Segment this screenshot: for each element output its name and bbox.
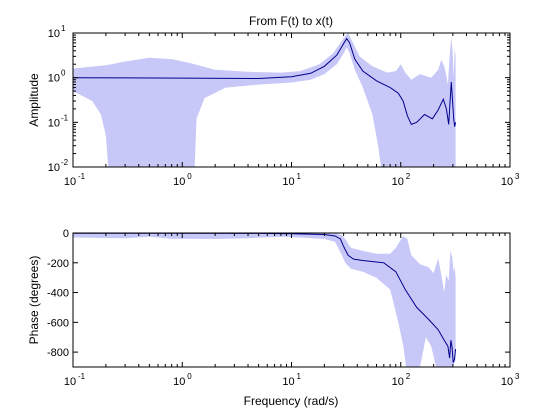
amplitude-x-tick-label: 10 — [282, 176, 294, 188]
amplitude-x-tick-label: 10 — [173, 176, 185, 188]
amplitude-x-tick-exponent: -1 — [78, 172, 86, 181]
amplitude-x-tick-exponent: 1 — [297, 172, 302, 181]
amplitude-x-tick-label: 10 — [392, 176, 404, 188]
amplitude-y-tick-label: 10 — [48, 28, 60, 40]
phase-x-tick-exponent: 0 — [187, 372, 192, 381]
chart-title: From F(t) to x(t) — [249, 14, 333, 28]
phase-y-axis-label: Phase (degrees) — [27, 256, 41, 345]
phase-x-tick-exponent: -1 — [78, 372, 86, 381]
amplitude-y-tick-label: 10 — [48, 73, 60, 85]
amplitude-y-tick-label: 10 — [48, 162, 60, 174]
phase-axis-ticks: 10 -1 10 0 10 1 10 2 10 30-200-400-600-800 — [47, 228, 520, 388]
amplitude-plot: 10 -1 10 0 10 1 10 2 10 310 -210 -110 010 1 Amplitude — [27, 24, 520, 188]
amplitude-x-tick-exponent: 0 — [187, 172, 192, 181]
phase-x-tick-exponent: 3 — [515, 372, 520, 381]
amplitude-y-tick-exponent: 1 — [61, 24, 66, 33]
amplitude-estimate-line — [72, 37, 457, 127]
amplitude-x-tick-label: 10 — [501, 176, 513, 188]
amplitude-axis-ticks: 10 -1 10 0 10 1 10 2 10 310 -210 -110 010 1 — [48, 24, 520, 188]
phase-plot: 10 -1 10 0 10 1 10 2 10 30-200-400-600-800 Phase … — [27, 228, 520, 388]
amplitude-x-tick-label: 10 — [64, 176, 76, 188]
phase-y-tick-label: -200 — [47, 258, 69, 270]
amplitude-x-tick-exponent: 3 — [515, 172, 520, 181]
phase-y-tick-label: -600 — [47, 317, 69, 329]
amplitude-y-tick-label: 10 — [48, 117, 60, 129]
phase-x-tick-label: 10 — [501, 376, 513, 388]
phase-x-tick-label: 10 — [173, 376, 185, 388]
phase-x-tick-exponent: 2 — [406, 372, 411, 381]
amplitude-y-tick-exponent: -2 — [61, 158, 69, 167]
phase-x-tick-label: 10 — [282, 376, 294, 388]
amplitude-x-tick-exponent: 2 — [406, 172, 411, 181]
phase-y-tick-label: -800 — [47, 347, 69, 359]
x-axis-label: Frequency (rad/s) — [244, 394, 339, 408]
phase-confidence-band — [73, 233, 456, 367]
phase-y-tick-label: 0 — [63, 228, 69, 240]
phase-x-tick-exponent: 1 — [297, 372, 302, 381]
amplitude-y-axis-label: Amplitude — [27, 73, 41, 127]
amplitude-y-tick-exponent: -1 — [61, 113, 69, 122]
amplitude-y-tick-exponent: 0 — [61, 69, 66, 78]
phase-x-tick-label: 10 — [392, 376, 404, 388]
phase-x-tick-label: 10 — [64, 376, 76, 388]
phase-y-tick-label: -400 — [47, 288, 69, 300]
